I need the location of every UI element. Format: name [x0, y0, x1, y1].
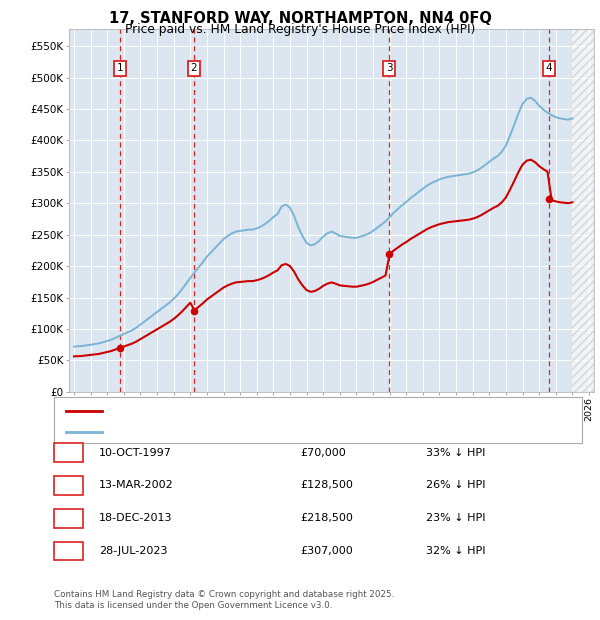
Text: 17, STANFORD WAY, NORTHAMPTON, NN4 0FQ: 17, STANFORD WAY, NORTHAMPTON, NN4 0FQ [109, 11, 491, 26]
Text: 13-MAR-2002: 13-MAR-2002 [99, 480, 174, 490]
Text: 18-DEC-2013: 18-DEC-2013 [99, 513, 173, 523]
Text: £218,500: £218,500 [300, 513, 353, 523]
Text: 32% ↓ HPI: 32% ↓ HPI [426, 546, 485, 556]
Text: 1: 1 [65, 448, 72, 458]
Text: £307,000: £307,000 [300, 546, 353, 556]
Bar [572, 29, 594, 392]
Text: 3: 3 [386, 63, 392, 73]
Text: 4: 4 [545, 63, 552, 73]
Text: 3: 3 [65, 513, 72, 523]
Text: 4: 4 [65, 546, 72, 556]
Text: HPI: Average price, detached house, West Northamptonshire: HPI: Average price, detached house, West… [111, 427, 413, 436]
Text: 1: 1 [117, 63, 124, 73]
Text: Price paid vs. HM Land Registry's House Price Index (HPI): Price paid vs. HM Land Registry's House … [125, 23, 475, 36]
Text: 33% ↓ HPI: 33% ↓ HPI [426, 448, 485, 458]
Text: 23% ↓ HPI: 23% ↓ HPI [426, 513, 485, 523]
Text: 26% ↓ HPI: 26% ↓ HPI [426, 480, 485, 490]
Text: £128,500: £128,500 [300, 480, 353, 490]
Text: Contains HM Land Registry data © Crown copyright and database right 2025.
This d: Contains HM Land Registry data © Crown c… [54, 590, 394, 609]
Text: £70,000: £70,000 [300, 448, 346, 458]
Text: 2: 2 [190, 63, 197, 73]
Text: 2: 2 [65, 480, 72, 490]
Text: 28-JUL-2023: 28-JUL-2023 [99, 546, 167, 556]
Text: 10-OCT-1997: 10-OCT-1997 [99, 448, 172, 458]
Text: 17, STANFORD WAY, NORTHAMPTON, NN4 0FQ (detached house): 17, STANFORD WAY, NORTHAMPTON, NN4 0FQ (… [111, 405, 434, 416]
